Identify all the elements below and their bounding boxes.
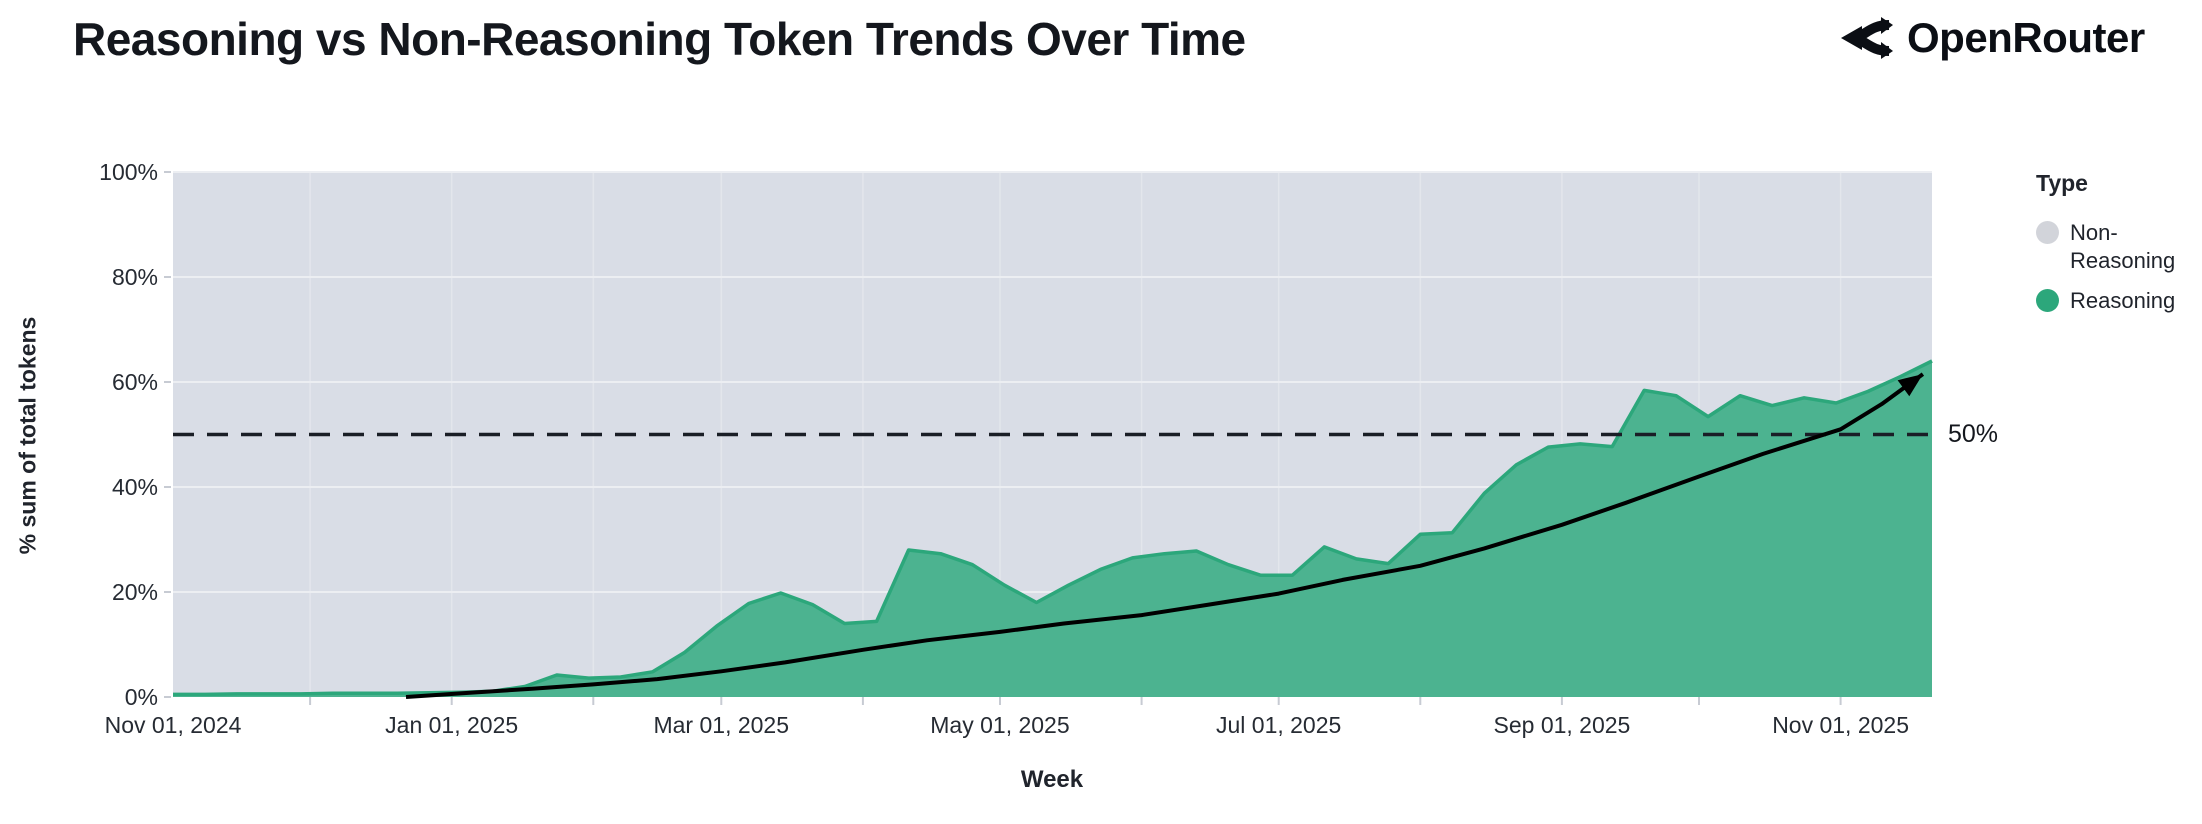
y-tick-label: 60%: [111, 369, 158, 395]
y-tick-label: 0%: [124, 684, 158, 710]
x-axis-title: Week: [1020, 766, 1084, 793]
openrouter-logo-icon: [1839, 15, 1893, 61]
x-tick-label: Mar 01, 2025: [653, 712, 790, 738]
legend-item-label: Non-Reasoning: [2070, 220, 2176, 273]
x-tick-label: Jan 01, 2025: [385, 712, 519, 738]
x-tick-label: Sep 01, 2025: [1493, 712, 1631, 738]
legend-item-reasoning[interactable]: Reasoning: [2036, 287, 2196, 315]
reference-line-label: 50%: [1948, 419, 1999, 448]
page-title: Reasoning vs Non-Reasoning Token Trends …: [73, 13, 1246, 65]
y-tick-label: 40%: [111, 474, 158, 500]
x-tick-label: May 01, 2025: [930, 712, 1070, 738]
y-tick-label: 20%: [111, 579, 158, 605]
openrouter-brand: OpenRouter: [1839, 14, 2145, 62]
y-axis-title: % sum of total tokens: [14, 316, 41, 555]
x-tick-label: Jul 01, 2025: [1215, 712, 1342, 738]
legend-item-label: Reasoning: [2070, 288, 2176, 313]
legend-swatch-icon: [2036, 289, 2059, 312]
legend-item-non-reasoning[interactable]: Non-Reasoning: [2036, 219, 2196, 275]
brand-name: OpenRouter: [1907, 14, 2145, 61]
x-tick-label: Nov 01, 2024: [104, 712, 242, 738]
legend-items: Non-Reasoning Reasoning: [2036, 219, 2196, 315]
y-tick-label: 80%: [111, 264, 158, 290]
legend-title: Type: [2036, 170, 2088, 196]
legend: Type Non-Reasoning Reasoning: [2036, 170, 2196, 327]
x-tick-label: Nov 01, 2025: [1772, 712, 1910, 738]
legend-swatch-icon: [2036, 221, 2059, 244]
y-tick-label: 100%: [99, 159, 158, 185]
